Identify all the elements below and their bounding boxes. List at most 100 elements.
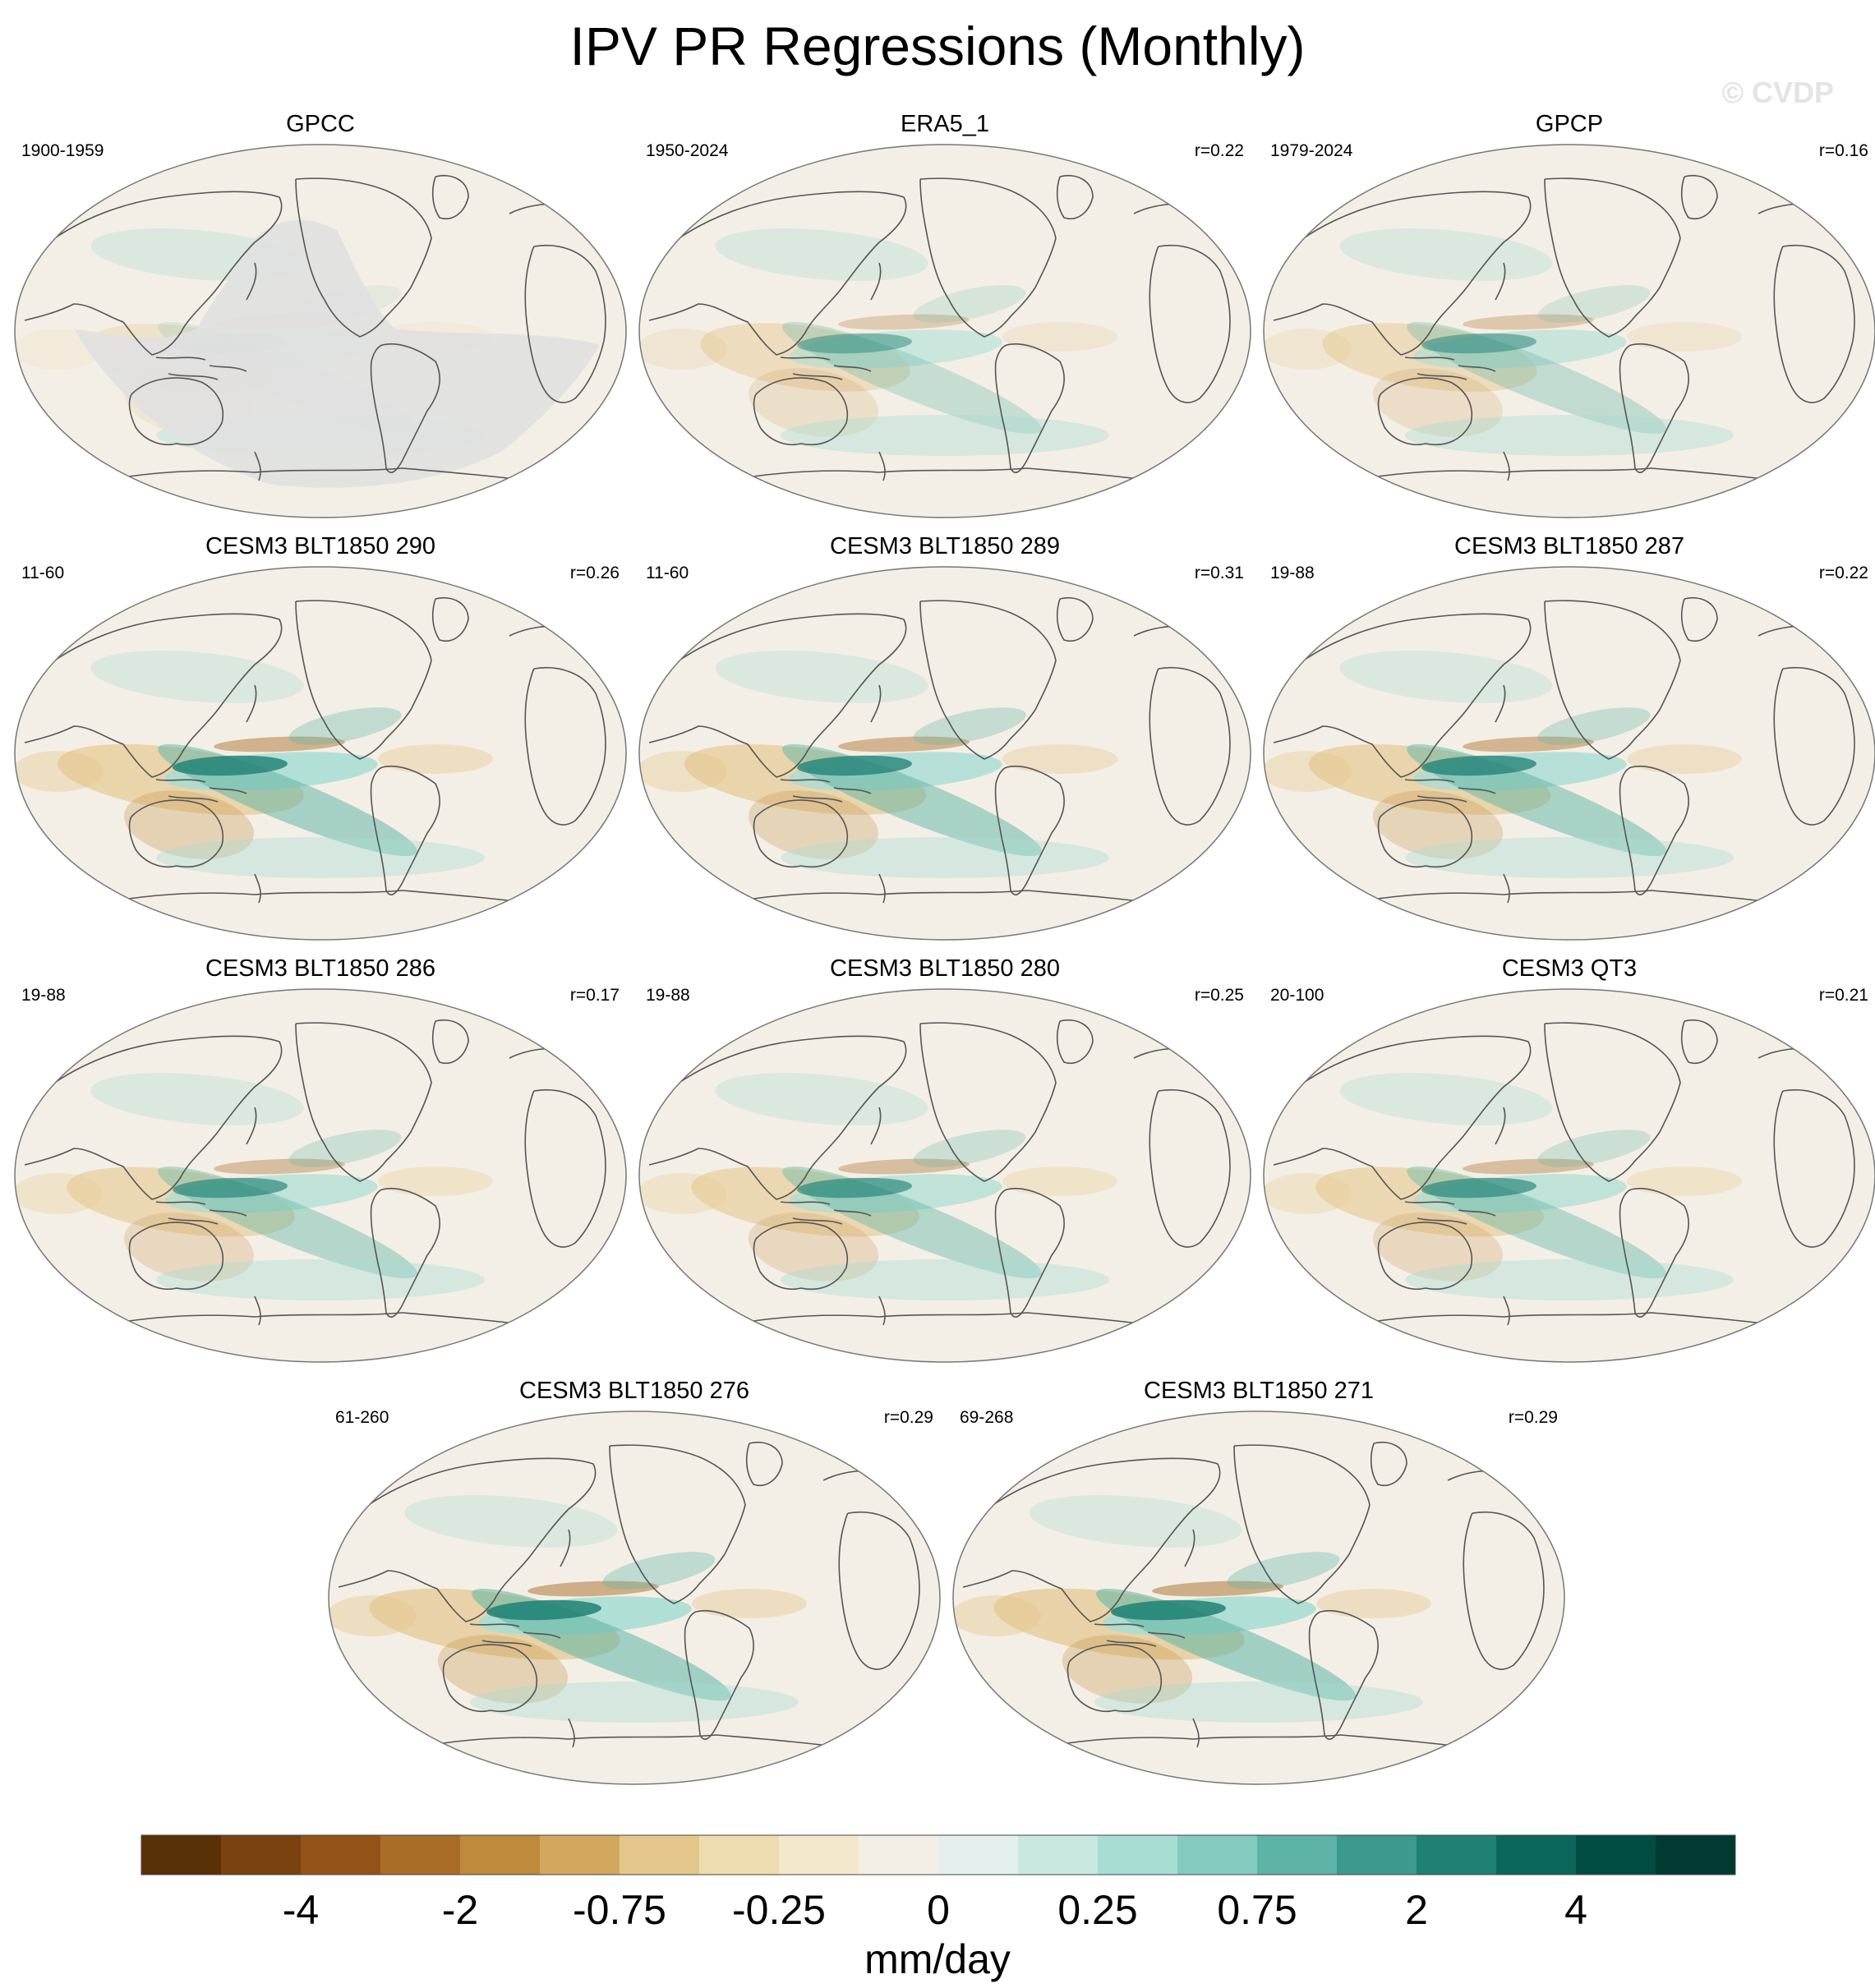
coast-australia	[1066, 1644, 1162, 1712]
coast-japan	[246, 684, 257, 723]
colorbar-swatch	[1656, 1835, 1736, 1875]
panel-period: 1900-1959	[21, 141, 104, 160]
colorbar-tick-label: 4	[1564, 1887, 1587, 1933]
map-panel: CESM3 BLT1850 280 19-88 r=0.25	[633, 955, 1257, 1369]
map-panel: CESM3 BLT1850 271 69-268 r=0.29	[947, 1377, 1571, 1792]
panel-period: 19-88	[646, 986, 690, 1005]
colorbar-swatch	[699, 1835, 780, 1875]
anomaly-australia-dry	[1372, 368, 1504, 437]
anomaly-itcz-dry	[1152, 1581, 1283, 1597]
panel-title: CESM3 BLT1850 287	[1454, 533, 1684, 559]
anomaly-australia-dry	[748, 368, 879, 437]
colorbar-swatch	[1018, 1835, 1099, 1875]
anomaly-field	[639, 597, 1233, 908]
anomaly-equator-core	[797, 1177, 912, 1199]
anomaly-north-mid	[1339, 651, 1553, 703]
coast-africa	[838, 1512, 920, 1670]
colorbar-swatch	[779, 1835, 859, 1875]
coast-greenland	[1680, 597, 1718, 642]
coast-maritime	[469, 1623, 561, 1647]
globe-border	[638, 566, 1251, 941]
coast-japan	[1495, 684, 1506, 723]
coast-antarctica	[81, 467, 560, 485]
coast-maritime	[155, 779, 247, 803]
coast-maritime	[780, 1201, 872, 1225]
globe-border	[14, 988, 627, 1363]
map-panel: CESM3 BLT1850 287 19-88 r=0.22	[1257, 532, 1875, 947]
map-panel: CESM3 BLT1850 290 11-60 r=0.26	[8, 532, 633, 947]
panel-title: CESM3 BLT1850 276	[519, 1378, 749, 1404]
coast-asia	[24, 191, 283, 356]
panel-correlation: r=0.31	[1194, 564, 1244, 582]
robinson-map	[14, 988, 627, 1363]
coast-antarctica	[395, 1734, 873, 1752]
colorbar-tick-label: -4	[283, 1887, 319, 1933]
coast-asia	[338, 1457, 597, 1622]
anomaly-equator-core	[1421, 755, 1536, 776]
panel-correlation: r=0.22	[1818, 564, 1868, 582]
anomaly-itcz-dry	[214, 1158, 345, 1175]
panel-period: 19-88	[1270, 564, 1315, 582]
anomaly-indian-ocean	[1264, 1173, 1352, 1214]
coast-maritime	[1094, 1623, 1186, 1647]
panel-correlation: r=0.25	[1194, 986, 1244, 1005]
anomaly-australia-dry	[748, 790, 879, 859]
coast-samerica	[370, 1187, 440, 1318]
coast-samerica	[994, 1187, 1065, 1318]
coast-greenland	[1056, 175, 1094, 219]
anomaly-australia-dry	[437, 1635, 569, 1704]
coast-maritime	[155, 1201, 247, 1225]
coast-newzealand	[254, 873, 261, 904]
coast-japan	[1495, 1107, 1506, 1145]
coast-samerica	[1619, 1187, 1689, 1318]
anomaly-itcz-dry	[838, 736, 970, 752]
anomaly-atlantic-dry	[378, 744, 493, 774]
coast-antarctica	[1330, 1312, 1808, 1330]
anomaly-itcz-dry	[1463, 314, 1594, 330]
coast-australia	[1377, 377, 1472, 445]
coast-asia	[1273, 191, 1532, 356]
anomaly-equator-core	[1111, 1599, 1226, 1621]
anomaly-field	[1264, 597, 1858, 908]
anomaly-north-pacific-wet	[1227, 1552, 1340, 1590]
coast-newzealand	[1503, 873, 1510, 904]
coast-asia	[648, 613, 907, 778]
coast-samerica	[1619, 343, 1689, 473]
coast-namerica	[919, 600, 1057, 760]
map-panel: CESM3 BLT1850 289 11-60 r=0.31	[633, 532, 1257, 947]
anomaly-north-mid	[715, 1073, 928, 1125]
anomaly-equator-core	[1421, 1177, 1536, 1199]
colorbar-swatch	[1417, 1835, 1497, 1875]
coast-africa	[1149, 667, 1231, 826]
anomaly-field	[1264, 175, 1858, 485]
coast-antarctica	[1020, 1734, 1498, 1752]
colorbar-swatch	[620, 1835, 700, 1875]
coast-japan	[246, 1107, 257, 1145]
coast-asia	[1273, 613, 1532, 778]
anomaly-equator-core	[797, 333, 912, 354]
colorbar-tick-label: -2	[442, 1887, 478, 1933]
coast-australia	[1377, 799, 1472, 867]
anomaly-southern-ocean	[1405, 415, 1734, 456]
colorbar-frame	[141, 1834, 1736, 1875]
coast-antarctica	[81, 1312, 560, 1330]
anomaly-indian-ocean	[639, 751, 727, 792]
coast-antarctica	[1330, 890, 1808, 908]
anomaly-atlantic-dry	[1002, 1167, 1117, 1196]
panel-period: 20-100	[1270, 986, 1324, 1005]
anomaly-field	[1264, 1019, 1858, 1330]
coast-greenland	[431, 175, 469, 219]
coast-australia	[128, 1222, 223, 1290]
anomaly-indian-ocean	[15, 1173, 103, 1214]
globe-border	[1263, 144, 1875, 518]
robinson-map	[952, 1410, 1565, 1785]
panel-title: CESM3 BLT1850 289	[830, 533, 1060, 559]
coast-newzealand	[568, 1718, 575, 1748]
panel-title: CESM3 BLT1850 286	[205, 955, 435, 982]
anomaly-indian-ocean	[15, 329, 103, 370]
panel-period: 1979-2024	[1270, 141, 1353, 160]
map-panel: GPCC 1900-1959	[8, 110, 633, 525]
coast-asia	[648, 191, 907, 356]
panel-period: 69-268	[960, 1408, 1014, 1427]
coast-namerica	[295, 600, 432, 760]
